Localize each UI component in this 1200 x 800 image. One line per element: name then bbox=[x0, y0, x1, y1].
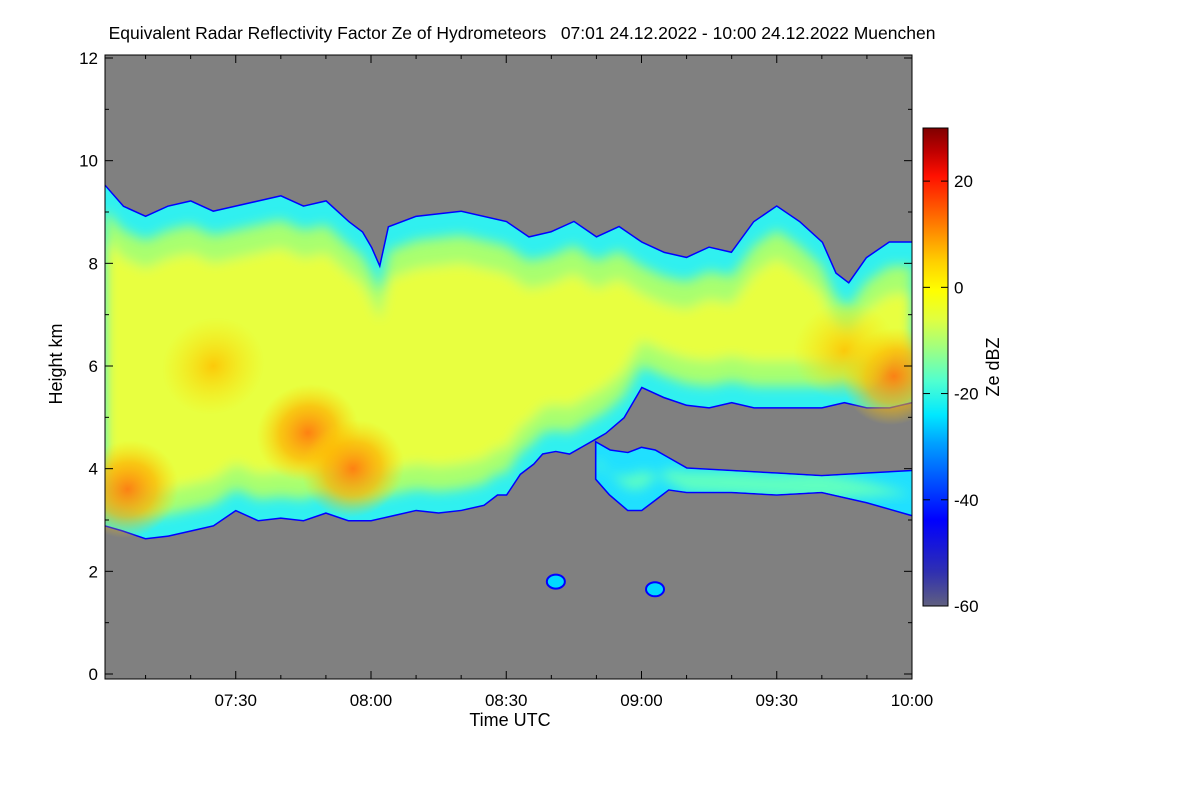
isolated-echoes bbox=[545, 573, 666, 598]
plot-area bbox=[104, 54, 913, 680]
y-tick-label: 0 bbox=[89, 665, 98, 684]
colorbar-ticks: 20 0 -20 -40 -60 bbox=[923, 172, 979, 616]
colorbar-tick-label: -40 bbox=[954, 491, 979, 510]
isolated-echo bbox=[645, 581, 666, 598]
reflectivity-maximum bbox=[793, 301, 896, 400]
colorbar-label: Ze dBZ bbox=[983, 337, 1003, 396]
x-tick-label: 09:00 bbox=[620, 691, 663, 710]
colorbar: 20 0 -20 -40 -60 Ze dBZ bbox=[922, 127, 1003, 616]
x-tick-label: 07:30 bbox=[214, 691, 257, 710]
x-tick-label: 08:30 bbox=[485, 691, 528, 710]
plot-frame bbox=[104, 54, 913, 680]
x-axis: 07:30 08:00 08:30 09:00 09:30 10:00 bbox=[145, 55, 934, 710]
y-tick-label: 4 bbox=[89, 460, 98, 479]
reflectivity-maximum bbox=[301, 419, 405, 518]
x-axis-label: Time UTC bbox=[469, 710, 550, 730]
y-axis-label: Height km bbox=[46, 323, 66, 404]
colorbar-tick-label: 0 bbox=[954, 278, 963, 297]
y-tick-label: 10 bbox=[79, 152, 98, 171]
x-tick-label: 08:00 bbox=[350, 691, 393, 710]
isolated-echo bbox=[545, 573, 566, 590]
chart-title: Equivalent Radar Reflectivity Factor Ze … bbox=[109, 23, 936, 43]
y-tick-label: 6 bbox=[89, 357, 98, 376]
x-tick-label: 09:30 bbox=[755, 691, 798, 710]
y-tick-label: 8 bbox=[89, 254, 98, 273]
colorbar-tick-label: -60 bbox=[954, 597, 979, 616]
lower-echo-layer-core bbox=[596, 458, 912, 500]
colorbar-tick-label: -20 bbox=[954, 385, 979, 404]
y-tick-label: 2 bbox=[89, 562, 98, 581]
reflectivity-maximum bbox=[161, 317, 265, 415]
reflectivity-maximum bbox=[105, 440, 179, 538]
x-tick-label: 10:00 bbox=[891, 691, 934, 710]
y-axis: 0 2 4 6 8 10 12 bbox=[79, 49, 912, 684]
reflectivity-maxima bbox=[105, 301, 912, 538]
colorbar-gradient bbox=[922, 127, 949, 607]
colorbar-tick-label: 20 bbox=[954, 172, 973, 191]
y-tick-label: 12 bbox=[79, 49, 98, 68]
